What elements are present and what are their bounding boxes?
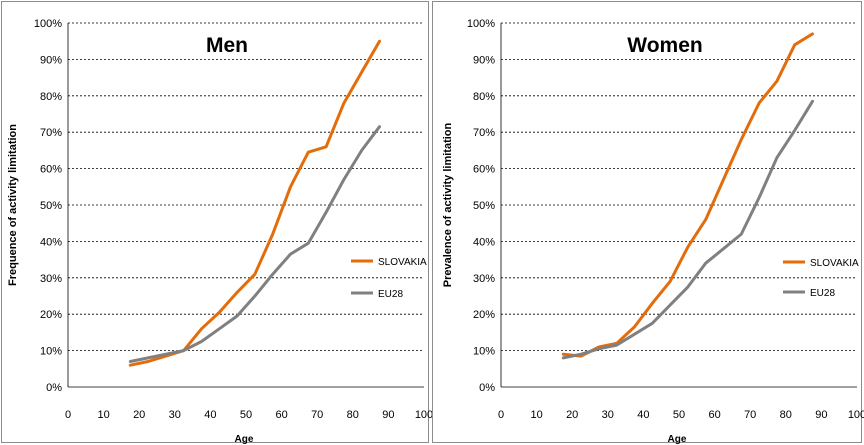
- y-tick-label: 90%: [40, 54, 62, 66]
- y-tick-label: 50%: [473, 200, 495, 212]
- x-tick-label: 40: [204, 409, 216, 421]
- y-tick-label: 60%: [473, 164, 495, 176]
- chart-title: Women: [627, 34, 702, 57]
- legend-label-slovakia: SLOVAKIA: [378, 257, 427, 268]
- y-tick-label: 20%: [473, 309, 495, 321]
- x-tick-label: 40: [637, 409, 649, 421]
- x-tick-label: 90: [382, 409, 394, 421]
- legend-label-eu28: EU28: [378, 289, 403, 300]
- x-tick-label: 60: [708, 409, 720, 421]
- y-tick-label: 80%: [473, 91, 495, 103]
- x-tick-label: 10: [530, 409, 542, 421]
- y-tick-label: 100%: [467, 18, 495, 30]
- y-tick-label: 70%: [473, 127, 495, 139]
- y-tick-label: 50%: [40, 200, 62, 212]
- x-tick-label: 60: [275, 409, 287, 421]
- x-tick-label: 70: [744, 409, 756, 421]
- x-axis-label: Age: [235, 434, 254, 445]
- y-tick-label: 80%: [40, 91, 62, 103]
- x-tick-label: 50: [240, 409, 252, 421]
- y-tick-label: 40%: [473, 236, 495, 248]
- x-tick-label: 10: [97, 409, 109, 421]
- x-tick-label: 0: [65, 409, 71, 421]
- x-tick-label: 70: [311, 409, 323, 421]
- legend-label-eu28: EU28: [810, 288, 835, 299]
- women-chart: 0% 10% 20% 30% 40% 50% 60% 70% 80% 90% 100% 0 10 20 30…: [442, 18, 864, 445]
- y-tick-label: 10%: [473, 346, 495, 358]
- chart-title: Men: [206, 34, 248, 57]
- x-tick-label: 30: [169, 409, 181, 421]
- y-tick-label: 30%: [40, 273, 62, 285]
- x-tick-label: 100: [415, 409, 433, 421]
- y-tick-label: 0%: [479, 382, 495, 394]
- series-line-slovakia: [561, 32, 814, 358]
- x-axis-label: Age: [668, 434, 687, 445]
- y-tick-label: 20%: [40, 309, 62, 321]
- x-tick-label: 20: [566, 409, 578, 421]
- y-tick-label: 40%: [40, 236, 62, 248]
- y-tick-label: 100%: [34, 18, 62, 30]
- y-tick-label: 60%: [40, 164, 62, 176]
- women-chart-panel: 0% 10% 20% 30% 40% 50% 60% 70% 80% 90% 100% 0 10 20 30…: [432, 1, 864, 445]
- x-tick-label: 80: [347, 409, 359, 421]
- men-chart: 0% 10% 20% 30% 40% 50% 60% 70% 80% 90% 100% 0 10 20 30…: [7, 18, 433, 445]
- men-chart-panel: 0% 10% 20% 30% 40% 50% 60% 70% 80% 90% 100% 0 10 20 30…: [1, 1, 433, 445]
- y-tick-label: 70%: [40, 127, 62, 139]
- x-tick-label: 100: [848, 409, 864, 421]
- y-tick-label: 90%: [473, 54, 495, 66]
- y-tick-label: 0%: [46, 382, 62, 394]
- x-tick-label: 90: [815, 409, 827, 421]
- series-line-slovakia: [128, 39, 381, 367]
- x-tick-label: 0: [498, 409, 504, 421]
- y-tick-label: 10%: [40, 346, 62, 358]
- x-tick-label: 80: [780, 409, 792, 421]
- legend-label-slovakia: SLOVAKIA: [810, 258, 859, 269]
- y-tick-label: 30%: [473, 273, 495, 285]
- y-axis-label: Prevalence of activity limitation: [442, 122, 454, 287]
- series-line-eu28: [128, 125, 381, 363]
- series-line-eu28: [561, 99, 814, 360]
- x-tick-label: 50: [673, 409, 685, 421]
- y-axis-label: Frequence of activity limitation: [7, 124, 19, 286]
- x-tick-label: 20: [133, 409, 145, 421]
- x-tick-label: 30: [602, 409, 614, 421]
